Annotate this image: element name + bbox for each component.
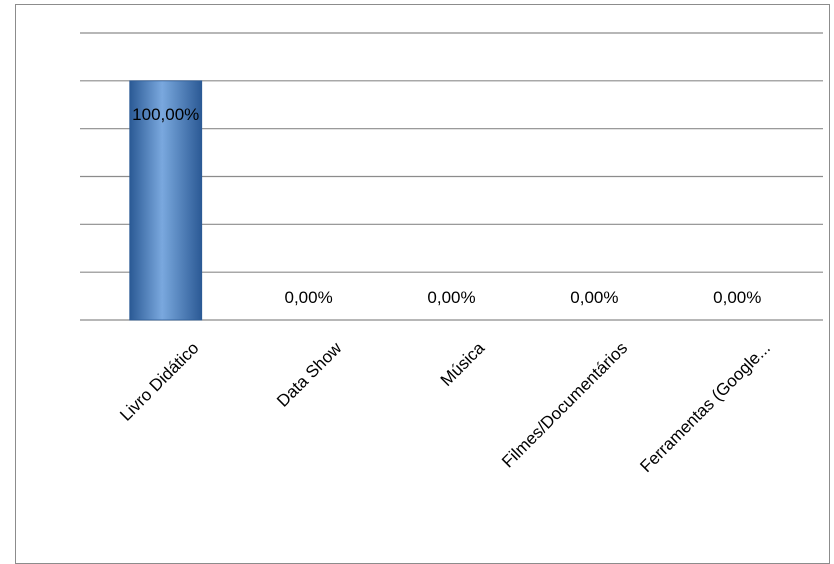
bar-chart: 100,00% 0,00% 0,00% 0,00% 0,00% Livro Didáti… bbox=[0, 0, 834, 546]
data-labels: 100,00% 0,00% 0,00% 0,00% 0,00% bbox=[132, 105, 761, 307]
x-tick-label: Livro Didático bbox=[116, 338, 202, 424]
x-tick-label: Filmes/Documentários bbox=[498, 338, 631, 471]
data-label: 0,00% bbox=[570, 288, 618, 307]
x-tick-label: Música bbox=[437, 338, 489, 390]
x-tick-label: Data Show bbox=[273, 338, 346, 411]
data-label: 0,00% bbox=[713, 288, 761, 307]
data-label: 0,00% bbox=[285, 288, 333, 307]
data-label: 100,00% bbox=[132, 105, 199, 124]
x-tick-label: Ferramentas (Google... bbox=[636, 338, 774, 476]
data-label: 0,00% bbox=[427, 288, 475, 307]
x-axis-tick-labels: Livro Didático Data Show Música Filmes/Docu… bbox=[116, 338, 774, 476]
